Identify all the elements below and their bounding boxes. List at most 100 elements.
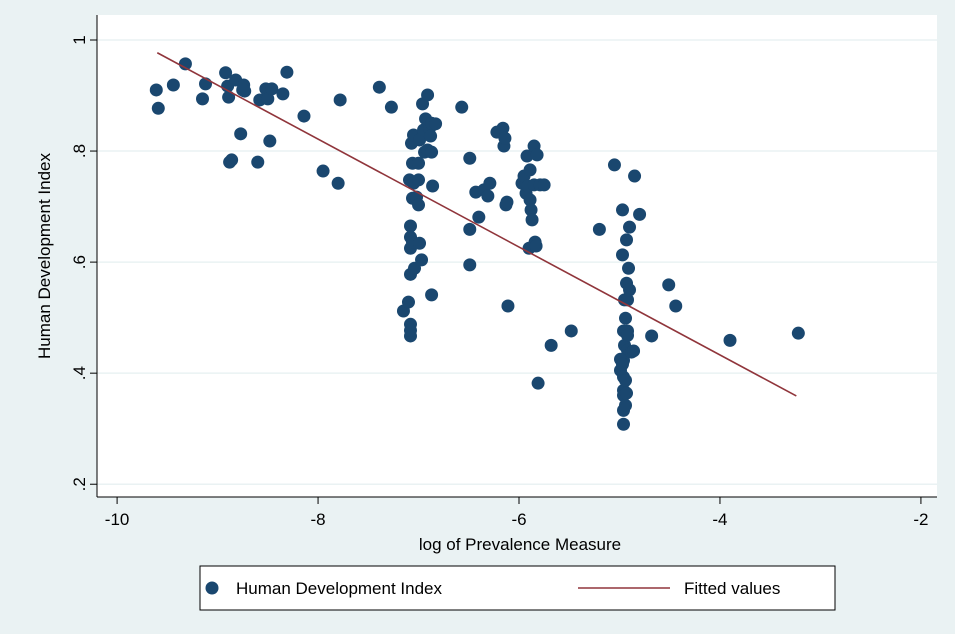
point (628, 169, 642, 183)
point (331, 176, 345, 190)
point (501, 299, 515, 313)
point (426, 179, 440, 193)
x-axis-label: log of Prevalence Measure (419, 535, 621, 554)
point (544, 338, 558, 352)
point (623, 283, 637, 297)
point (455, 100, 469, 114)
point (616, 203, 630, 217)
y-tick-label: 1 (70, 35, 89, 44)
point (403, 219, 417, 233)
point (520, 149, 534, 163)
x-tick-label: -2 (913, 510, 928, 529)
legend-marker (205, 581, 219, 595)
point (723, 333, 737, 347)
point (225, 153, 239, 167)
point (616, 357, 630, 371)
point (166, 78, 180, 92)
point (622, 261, 636, 275)
legend-label: Human Development Index (236, 579, 443, 598)
x-tick-label: -8 (310, 510, 325, 529)
point (463, 222, 477, 236)
y-tick-label: .8 (70, 144, 89, 158)
point (424, 129, 438, 143)
point (236, 83, 250, 97)
grid (97, 39, 937, 485)
fit-line (156, 52, 797, 397)
point (429, 117, 443, 131)
point (524, 203, 538, 217)
point (263, 134, 277, 148)
point (791, 326, 805, 340)
point (149, 83, 163, 97)
point (481, 189, 495, 203)
marks (149, 52, 805, 431)
point (523, 193, 537, 207)
point (620, 386, 634, 400)
point (483, 176, 497, 190)
y-tick-label: .6 (70, 255, 89, 269)
point (619, 398, 633, 412)
point (498, 131, 512, 145)
legend-items: Human Development Index Fitted values (205, 579, 780, 598)
x-tick-label: -6 (511, 510, 526, 529)
x-tick-label: -4 (712, 510, 727, 529)
point (620, 233, 634, 247)
point (412, 198, 426, 212)
point (413, 236, 427, 250)
point (412, 156, 426, 170)
point (196, 92, 210, 106)
point (403, 323, 417, 337)
point (401, 295, 415, 309)
point (413, 133, 427, 147)
x-tick-label: -10 (105, 510, 130, 529)
point (592, 222, 606, 236)
point (537, 178, 551, 192)
point (616, 248, 630, 262)
point (619, 373, 633, 387)
y-tick-label: .2 (70, 477, 89, 491)
point (669, 299, 683, 313)
point (463, 151, 477, 165)
legend-label: Fitted values (684, 579, 780, 598)
point (412, 173, 426, 187)
point (531, 376, 545, 390)
point (251, 155, 265, 169)
legend (199, 565, 836, 611)
point (151, 101, 165, 115)
point (645, 329, 659, 343)
point (276, 87, 290, 101)
point (234, 127, 248, 141)
point (463, 258, 477, 272)
point (530, 148, 544, 162)
point (525, 213, 539, 227)
point (627, 344, 641, 358)
point (222, 90, 236, 104)
point (425, 288, 439, 302)
point (384, 100, 398, 114)
point (280, 65, 294, 79)
point (617, 417, 631, 431)
point (529, 239, 543, 253)
point (564, 324, 578, 338)
point (472, 210, 486, 224)
point (425, 145, 439, 159)
y-axis-label: Human Development Index (35, 153, 54, 360)
point (496, 121, 510, 135)
point (662, 278, 676, 292)
point (178, 57, 192, 71)
point (316, 164, 330, 178)
point (621, 328, 635, 342)
point (415, 253, 429, 267)
point (523, 163, 537, 177)
point (633, 207, 647, 221)
point (500, 195, 514, 209)
point (219, 66, 233, 80)
y-tick-label: .4 (70, 366, 89, 380)
point (372, 80, 386, 94)
point (619, 311, 633, 325)
point (265, 82, 279, 96)
point (607, 158, 621, 172)
point (333, 93, 347, 107)
point (421, 88, 435, 102)
